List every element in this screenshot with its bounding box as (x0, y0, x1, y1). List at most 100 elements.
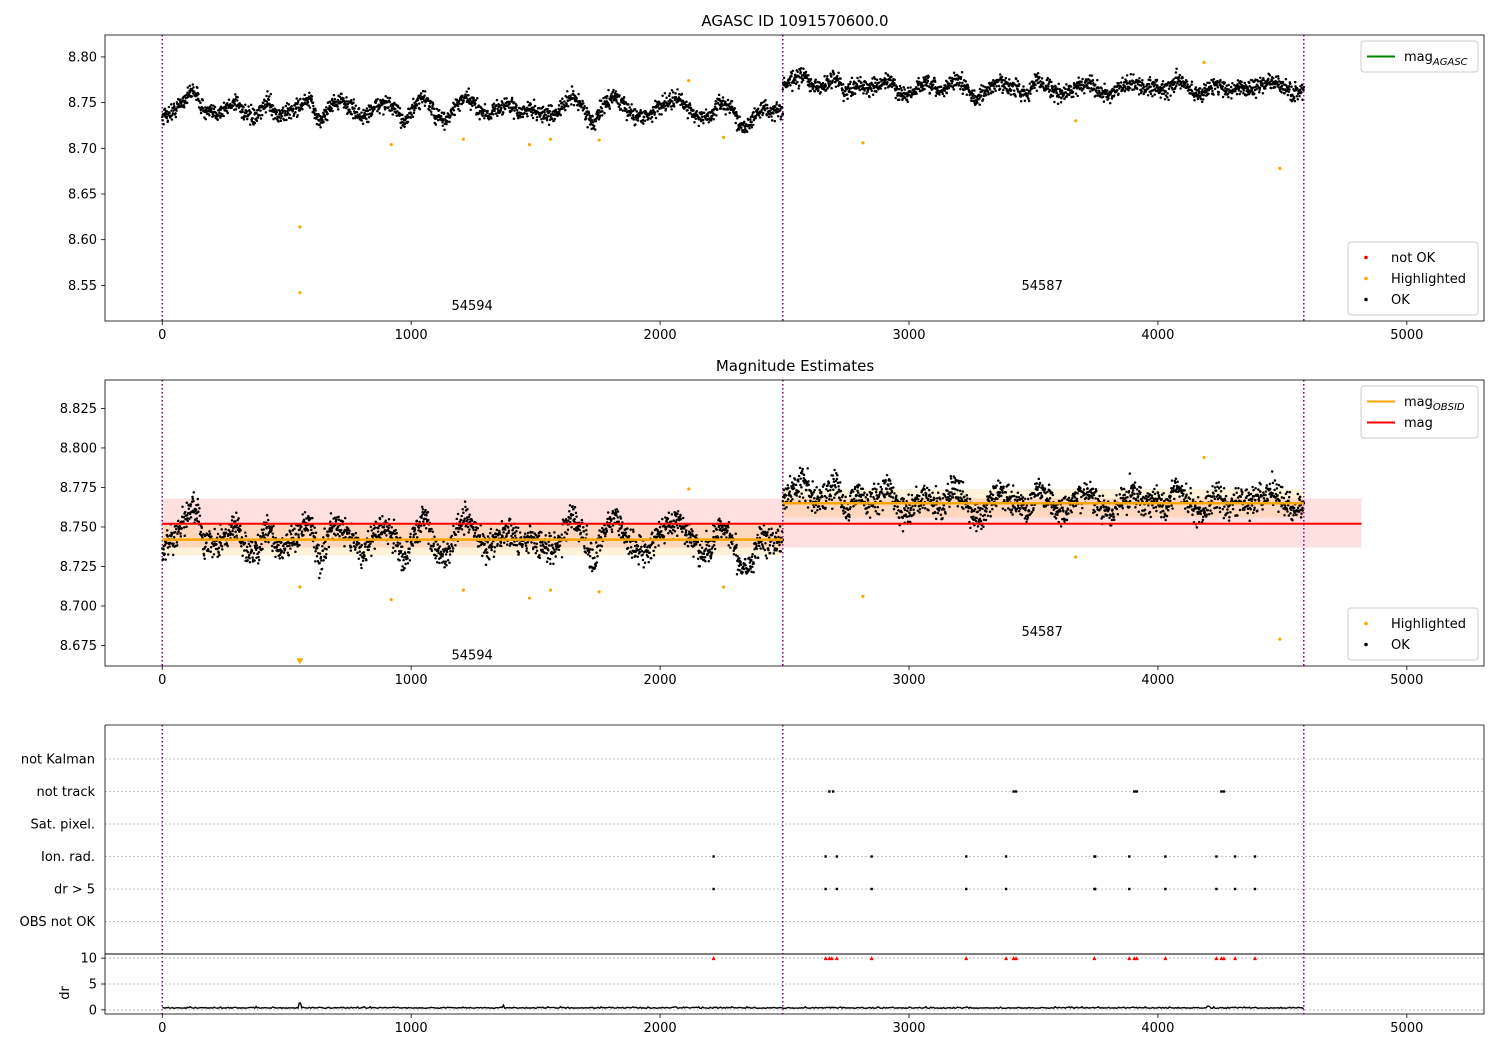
ok-point (250, 549, 254, 553)
ok-point (544, 534, 547, 537)
ok-point (323, 527, 326, 530)
legend-dot-swatch (1364, 276, 1368, 281)
ok-point (162, 548, 165, 551)
ok-point (358, 113, 361, 116)
ok-point (285, 118, 288, 122)
ok-point (224, 531, 228, 534)
ok-point (481, 554, 484, 558)
ok-point (483, 542, 486, 546)
ok-point (391, 551, 394, 555)
ok-point (508, 102, 511, 106)
ok-point (724, 113, 727, 116)
ok-point (278, 557, 282, 560)
ok-point (366, 113, 370, 116)
ok-point (677, 92, 681, 96)
ok-point (1071, 90, 1075, 94)
ok-point (423, 104, 427, 107)
ok-point (298, 543, 301, 547)
ok-point (547, 123, 551, 126)
ok-point (520, 545, 524, 548)
ok-point (453, 113, 457, 117)
ok-point (244, 103, 247, 107)
ok-point (584, 551, 588, 554)
ok-point (1217, 91, 1221, 94)
ok-point (721, 96, 725, 99)
ok-point (499, 544, 503, 548)
ok-point (295, 97, 298, 100)
ok-point (524, 544, 528, 548)
ok-point (1296, 98, 1300, 101)
ok-point (403, 122, 407, 126)
ok-point (285, 113, 289, 117)
ok-point (324, 556, 328, 560)
ok-point (352, 98, 356, 101)
ok-point (834, 85, 838, 89)
ok-point (381, 514, 384, 518)
ok-point (420, 516, 423, 520)
ok-point (319, 572, 322, 575)
ok-point (586, 125, 589, 129)
ok-point (796, 80, 799, 84)
ok-point (169, 103, 173, 106)
ok-point (357, 542, 361, 545)
ok-point (972, 96, 975, 100)
ok-point (967, 86, 970, 89)
ok-point (432, 544, 435, 548)
ok-point (209, 545, 213, 549)
ok-point (1239, 90, 1243, 93)
ok-point (426, 97, 430, 100)
ok-point (1134, 84, 1137, 87)
ok-point (364, 113, 368, 116)
ok-point (398, 106, 402, 110)
ok-point (642, 122, 645, 125)
ok-point (409, 111, 412, 114)
ok-point (241, 554, 244, 558)
ok-point (525, 547, 529, 550)
ok-point (564, 518, 568, 521)
ok-point (1153, 93, 1156, 96)
ok-point (617, 529, 620, 533)
ok-point (409, 116, 413, 119)
ok-point (1236, 79, 1240, 82)
ok-point (680, 92, 684, 96)
ok-point (491, 545, 494, 548)
ok-point (225, 106, 228, 110)
ok-point (992, 85, 995, 88)
ok-point (495, 98, 499, 102)
ok-point (799, 66, 803, 70)
ok-point (632, 530, 635, 533)
ok-point (510, 534, 513, 538)
ok-point (481, 114, 484, 118)
ok-point (1054, 85, 1057, 89)
ok-point (568, 504, 572, 507)
x-tick-label: 0 (158, 328, 166, 343)
ok-point (289, 532, 293, 536)
ok-point (360, 566, 363, 570)
ok-point (976, 101, 979, 104)
obsid-label: 54594 (451, 299, 492, 314)
ok-point (541, 120, 544, 124)
ok-point (493, 545, 497, 549)
ok-point (308, 106, 312, 109)
ok-point (572, 507, 575, 511)
ok-point (312, 546, 316, 549)
ok-point (898, 84, 902, 88)
ok-point (326, 118, 329, 122)
ok-point (941, 92, 945, 96)
ok-point (317, 543, 320, 547)
ok-point (412, 535, 415, 539)
ok-point (590, 569, 594, 573)
ok-point (318, 552, 322, 555)
ok-point (563, 100, 566, 103)
ok-point (1280, 84, 1284, 88)
ok-point (629, 528, 632, 531)
ok-point (308, 91, 311, 94)
ok-point (961, 92, 965, 95)
ok-point (738, 115, 741, 118)
ok-point (515, 529, 518, 533)
ok-point (428, 105, 432, 109)
ok-point (541, 541, 544, 544)
ok-point (1036, 71, 1040, 75)
ok-point (656, 110, 659, 113)
ok-point (1009, 88, 1013, 92)
